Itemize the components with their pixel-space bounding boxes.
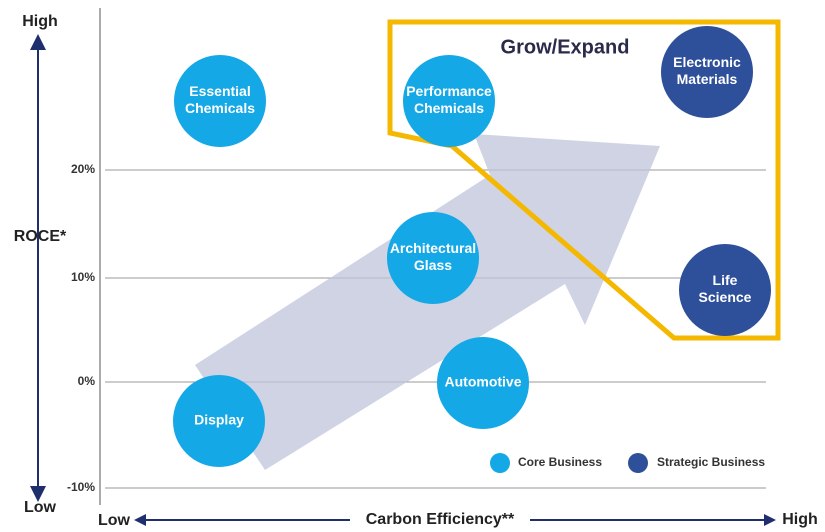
y-title: ROCE* — [14, 228, 67, 245]
bubble — [387, 212, 479, 304]
bubble — [679, 244, 771, 336]
x-title: Carbon Efficiency** — [366, 511, 515, 528]
y-tick-label: 20% — [71, 162, 95, 176]
bubble-label: Performance — [406, 83, 492, 99]
bubble-label: Display — [194, 412, 244, 428]
y-tick-label: -10% — [67, 480, 95, 494]
x-high: High — [782, 511, 818, 528]
bubble-label: Life — [713, 272, 738, 288]
bubble — [173, 375, 265, 467]
bubble — [403, 55, 495, 147]
legend-swatch — [628, 453, 648, 473]
x-arrowhead-right — [764, 514, 776, 526]
y-tick-label: 10% — [71, 270, 95, 284]
y-tick-label: 0% — [78, 374, 96, 388]
legend-label: Core Business — [518, 455, 602, 469]
x-arrowhead-left — [134, 514, 146, 526]
bubble-label: Architectural — [390, 240, 476, 256]
bubble-label: Essential — [189, 83, 250, 99]
grow-region — [387, 19, 781, 341]
bubble — [174, 55, 266, 147]
y-low: Low — [24, 499, 57, 516]
bubble-label: Electronic — [673, 54, 741, 70]
legend-swatch — [490, 453, 510, 473]
bubble-label: Glass — [414, 257, 452, 273]
bubble — [661, 26, 753, 118]
legend-label: Strategic Business — [657, 455, 765, 469]
x-low: Low — [98, 512, 131, 529]
bubble — [437, 337, 529, 429]
region-label: Grow/Expand — [501, 36, 630, 58]
bubble-label: Automotive — [445, 374, 522, 390]
bubble-label: Chemicals — [185, 100, 255, 116]
y-high: High — [22, 13, 58, 30]
bubble-label: Chemicals — [414, 100, 484, 116]
bubble-label: Materials — [677, 71, 738, 87]
bubble-label: Science — [699, 289, 752, 305]
